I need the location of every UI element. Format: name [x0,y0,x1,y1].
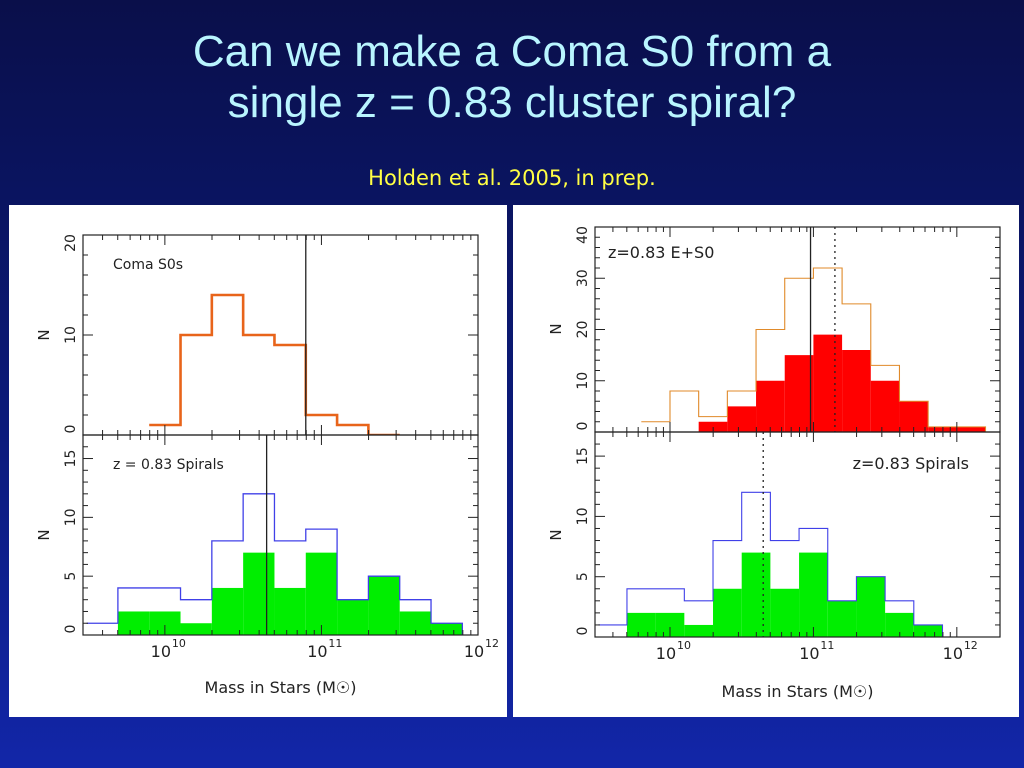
right-bottom-bar-6 [770,589,799,637]
left-top-ylabel: N [35,329,53,340]
left-bottom-xtick-label: 10 [151,642,171,661]
right-bottom-bar-5 [742,553,771,637]
right-top-ytick-label: 10 [575,372,591,390]
left-bottom-bar-11 [431,623,462,635]
left-top-ytick-label: 20 [63,234,79,252]
left-bottom-bar-1 [118,611,149,635]
right-bottom-xtick-label: 10 [656,644,676,663]
right-bottom-ytick-label: 10 [575,507,591,525]
slide-subtitle: Holden et al. 2005, in prep. [0,166,1024,190]
right-top-bar-11 [957,427,986,432]
right-bottom-ytick-label: 0 [575,627,591,636]
left-bottom-ytick-label: 0 [63,625,79,634]
right-top-panel-label: z=0.83 E+S0 [608,243,714,262]
right-top-ytick-label: 0 [575,422,591,431]
left-top-step-line [149,295,400,435]
left-bottom-bar-8 [337,600,368,635]
right-bottom-bar-9 [856,577,885,637]
left-bottom-panel-label: z = 0.83 Spirals [113,457,224,473]
title-line-2: single z = 0.83 cluster spiral? [0,77,1024,128]
left-top-panel-label: Coma S0s [113,257,183,273]
right-bottom-xtick-exponent: 10 [677,639,691,652]
right-bottom-xtick-exponent: 11 [820,639,834,652]
right-bottom-panel-label: z=0.83 Spirals [853,454,969,473]
left-bottom-ytick-label: 15 [63,450,79,468]
right-top-ytick-label: 40 [575,226,591,244]
right-bottom-ytick-label: 5 [575,572,591,581]
left-bottom-xtick-exponent: 11 [328,637,342,650]
left-bottom-xtick-exponent: 10 [172,637,186,650]
right-top-ylabel: N [547,323,565,334]
left-bottom-bar-5 [243,553,274,635]
right-bottom-xlabel: Mass in Stars (M☉) [722,682,874,701]
right-bottom-bar-1 [627,613,656,637]
right-bottom-bar-8 [828,601,857,637]
right-top-ytick-label: 20 [575,321,591,339]
right-bottom-xtick-label: 10 [799,644,819,663]
left-bottom-xtick-label: 10 [464,642,484,661]
left-bottom-bar-7 [306,553,337,635]
right-bottom-xtick-exponent: 12 [964,639,978,652]
left-bottom-ytick-label: 10 [63,508,79,526]
title-line-1: Can we make a Coma S0 from a [0,26,1024,77]
right-bottom-bar-4 [713,589,742,637]
right-bottom-xtick-label: 10 [943,644,963,663]
right-top-ytick-label: 30 [575,269,591,287]
left-bottom-ylabel: N [35,529,53,540]
right-bottom-ylabel: N [547,529,565,540]
right-top-bar-5 [785,355,814,432]
right-top-bar-4 [756,381,785,432]
right-top-bar-3 [727,406,756,432]
right-top-bar-6 [813,335,842,432]
left-bottom-bar-4 [212,588,243,635]
right-bottom-bar-7 [799,553,828,637]
left-top-plot-area [149,235,400,435]
left-top-ytick-label: 10 [63,326,79,344]
left-bottom-xtick-label: 10 [307,642,327,661]
right-figure-svg: 0 10 20 30 40 Nz=0.83 E+S0 0 5 10 15 Nz=0.83 Spira… [513,205,1019,717]
left-top-ytick-label: 0 [63,425,79,434]
left-bottom-bar-6 [274,588,305,635]
right-bottom-bar-11 [914,625,943,637]
right-bottom-ytick-label: 15 [575,447,591,465]
right-bottom-bar-3 [684,625,713,637]
left-bottom-xlabel: Mass in Stars (M☉) [205,678,357,697]
left-bottom-bar-3 [181,623,212,635]
right-top-bar-7 [842,350,871,432]
right-top-bar-8 [871,381,900,432]
slide-title: Can we make a Coma S0 from a single z = … [0,26,1024,128]
left-bottom-ytick-label: 5 [63,572,79,581]
left-bottom-xtick-exponent: 12 [485,637,499,650]
left-bottom-bar-9 [368,576,399,635]
